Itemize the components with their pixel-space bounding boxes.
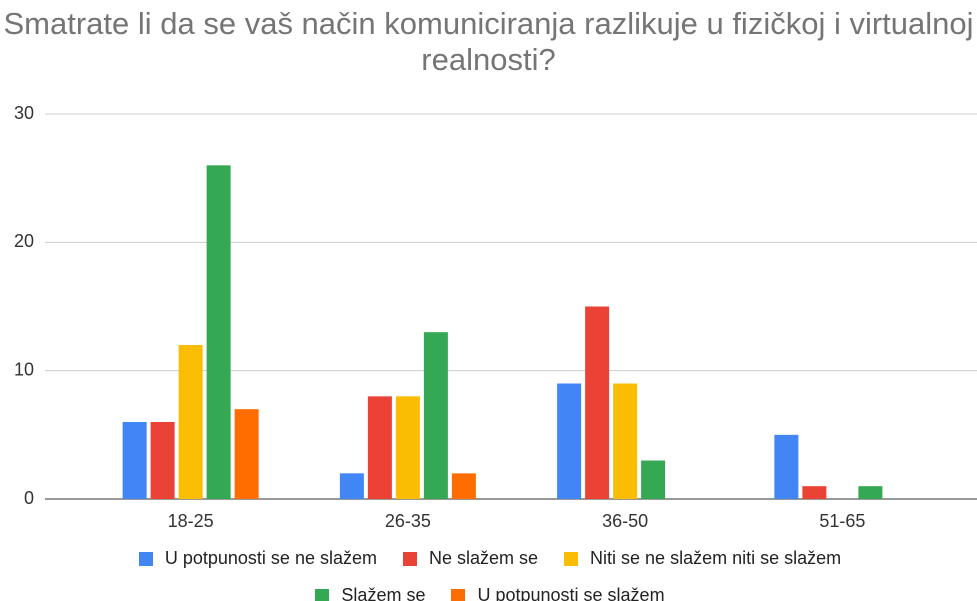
bar bbox=[451, 473, 476, 499]
legend-label: Ne slažem se bbox=[428, 548, 539, 568]
bar bbox=[641, 460, 666, 499]
legend-label: U potpunosti se slažem bbox=[477, 585, 665, 601]
bar bbox=[802, 486, 827, 499]
bar bbox=[122, 422, 147, 499]
bar bbox=[234, 409, 259, 499]
legend-label: Niti se ne slažem niti se slažem bbox=[590, 548, 842, 568]
legend-swatch bbox=[138, 551, 153, 566]
y-tick-label: 30 bbox=[14, 103, 34, 123]
legend-item: Niti se ne slažem niti se slažem bbox=[564, 548, 841, 569]
y-tick-label: 0 bbox=[24, 488, 34, 508]
bar bbox=[339, 473, 364, 499]
legend-label: Slažem se bbox=[341, 585, 426, 601]
legend-item: Ne slažem se bbox=[402, 548, 539, 569]
legend-item: U potpunosti se slažem bbox=[451, 585, 665, 601]
bar bbox=[613, 383, 638, 499]
x-tick-label: 36-50 bbox=[602, 511, 648, 531]
chart-title: Smatrate li da se vaš način komuniciranj… bbox=[3, 6, 974, 77]
y-tick-label: 10 bbox=[14, 359, 34, 379]
bar bbox=[774, 434, 799, 499]
bar bbox=[585, 306, 610, 499]
bar bbox=[206, 165, 231, 500]
x-tick-label: 51-65 bbox=[819, 511, 865, 531]
legend-swatch bbox=[315, 588, 330, 601]
bar bbox=[557, 383, 582, 499]
bar bbox=[423, 332, 448, 499]
bar bbox=[178, 345, 203, 499]
legend-swatch bbox=[564, 551, 579, 566]
legend-item: U potpunosti se ne slažem bbox=[138, 548, 377, 569]
legend-label: U potpunosti se ne slažem bbox=[164, 548, 377, 568]
bar bbox=[150, 422, 175, 499]
y-tick-label: 20 bbox=[14, 231, 34, 251]
bar bbox=[395, 396, 420, 499]
bar bbox=[858, 486, 883, 499]
bar bbox=[367, 396, 392, 499]
legend-item: Slažem se bbox=[315, 585, 425, 601]
x-tick-label: 18-25 bbox=[168, 511, 214, 531]
legend-swatch bbox=[402, 551, 417, 566]
legend-swatch bbox=[451, 588, 466, 601]
x-tick-label: 26-35 bbox=[385, 511, 431, 531]
legend: U potpunosti se ne slažem Ne slažem se Nit… bbox=[40, 548, 940, 601]
